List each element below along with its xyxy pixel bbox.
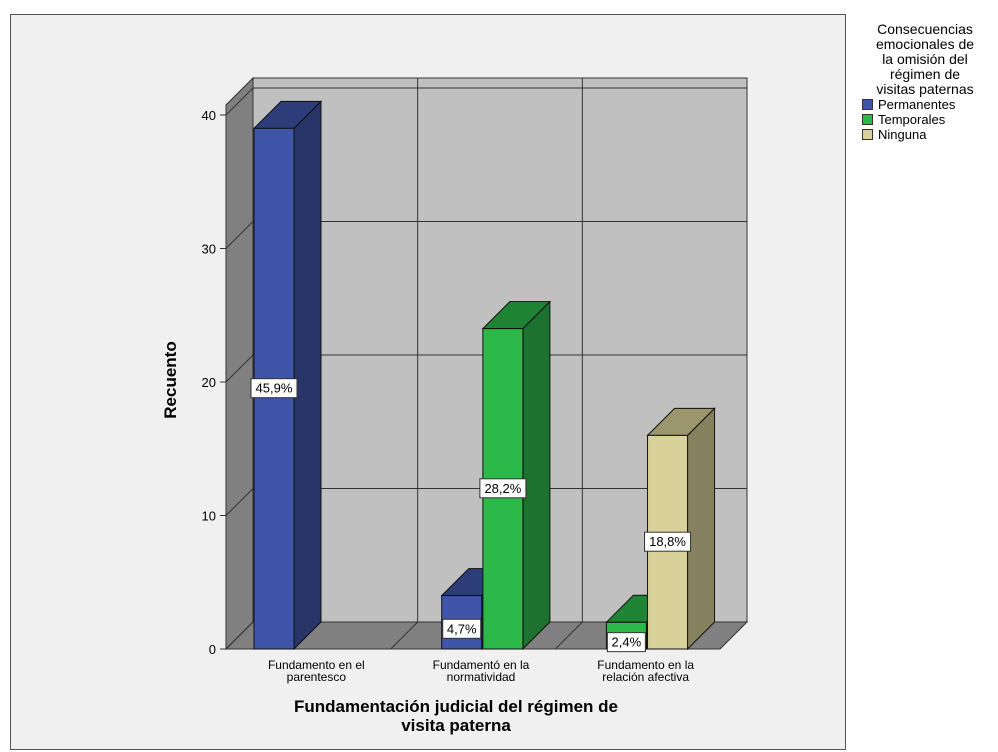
x-tick-label: normatividad xyxy=(447,670,516,684)
legend-item: Temporales xyxy=(862,112,998,127)
data-label-box xyxy=(250,378,298,399)
legend-title-line: visitas paternas xyxy=(876,81,974,97)
y-tick-label: 20 xyxy=(202,375,216,390)
left-wall-grid xyxy=(225,87,254,116)
y-tick-label: 40 xyxy=(202,108,216,123)
legend-title-line: régimen de xyxy=(889,66,961,82)
bar-side xyxy=(522,300,551,651)
data-label-box xyxy=(479,478,527,499)
legend-label: Temporales xyxy=(878,112,946,127)
legend-item: Ninguna xyxy=(862,127,998,142)
x-tick-label: Fundamento en el xyxy=(268,658,365,672)
data-label-text: 2,4% xyxy=(612,635,642,650)
floor-grid xyxy=(390,621,419,650)
x-axis-title: visita paterna xyxy=(401,716,511,735)
legend-label: Ninguna xyxy=(878,127,927,142)
data-label: 4,7% xyxy=(442,618,482,639)
x-tick-label: parentesco xyxy=(287,670,347,684)
data-label: 2,4% xyxy=(606,632,646,653)
data-label-text: 45,9% xyxy=(256,381,293,396)
x-axis-title: Fundamentación judicial del régimen de xyxy=(294,697,618,716)
chart-frame: 0 10 20 30 40 45,9% 4,7% 28,2% 2,4% 18,8% Fundamen… xyxy=(10,14,846,750)
data-label-text: 18,8% xyxy=(649,534,686,549)
legend-swatch xyxy=(862,99,873,110)
left-wall-grid xyxy=(225,354,254,383)
legend-swatch xyxy=(862,114,873,125)
data-label: 28,2% xyxy=(479,478,527,499)
y-tick-label: 30 xyxy=(202,242,216,257)
legend-items: Permanentes Temporales Ninguna xyxy=(852,97,998,142)
y-tick-label: 10 xyxy=(202,509,216,524)
floor-grid xyxy=(554,621,583,650)
legend-swatch xyxy=(862,129,873,140)
x-tick-label: relación afectiva xyxy=(602,670,689,684)
data-label-box xyxy=(442,618,482,639)
data-label: 45,9% xyxy=(250,378,298,399)
bar-chart: 0 10 20 30 40 45,9% 4,7% 28,2% 2,4% 18,8% Fundamen… xyxy=(161,76,749,735)
legend-title-line: emocionales de xyxy=(875,36,975,52)
legend-title-line: la omisión del xyxy=(882,51,968,67)
left-wall-grid xyxy=(225,221,254,249)
data-label-box xyxy=(606,632,646,653)
left-wall xyxy=(225,76,254,651)
legend-title-line: Consecuencias xyxy=(877,21,973,37)
bar-side xyxy=(687,407,716,651)
y-tick-label: 0 xyxy=(209,642,216,657)
bar-side xyxy=(293,100,322,651)
data-label-box xyxy=(644,531,692,552)
legend-label: Permanentes xyxy=(878,97,956,112)
left-wall-grid xyxy=(225,621,254,650)
y-axis-title: Recuento xyxy=(161,341,180,418)
left-wall-grid xyxy=(225,488,254,516)
data-label-text: 28,2% xyxy=(484,481,521,496)
legend-title: Consecuencias emocionales de la omisión de… xyxy=(852,22,998,97)
x-tick-label: Fundamento en la xyxy=(597,658,694,672)
data-label-text: 4,7% xyxy=(447,621,477,636)
legend: Consecuencias emocionales de la omisión de… xyxy=(852,22,998,142)
x-tick-label: Fundamentó en la xyxy=(433,658,530,672)
data-label: 18,8% xyxy=(644,531,692,552)
legend-item: Permanentes xyxy=(862,97,998,112)
